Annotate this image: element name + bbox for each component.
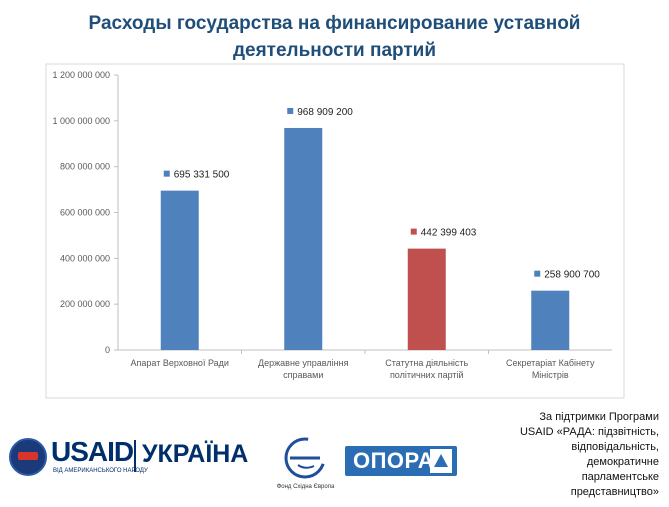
support-text-line: USAID «РАДА: підзвітність, [519, 426, 659, 438]
chart-area-border [45, 63, 625, 399]
usaid-wordmark: USAID [51, 436, 134, 467]
x-tick-label: Державне управління [258, 358, 349, 368]
east-europe-foundation-logo: Фонд Східна Європа [268, 430, 343, 500]
y-tick-label: 200 000 000 [60, 299, 110, 309]
chart-title-line-2: деятельности партий [232, 40, 437, 61]
chart-title: Расходы государства на финансирование ус… [0, 10, 669, 64]
y-tick-label: 1 000 000 000 [52, 116, 110, 126]
data-label-marker [534, 270, 541, 277]
opora-wordmark: ОПОРА [353, 448, 435, 473]
x-axis: Апарат Верховної Ради Державне управління… [118, 349, 612, 380]
data-label-marker [287, 107, 294, 114]
support-text-line: демократичне [586, 456, 659, 468]
usaid-divider [134, 440, 136, 472]
y-axis: 0 200 000 000 400 000 000 600 000 000 800 00… [52, 70, 119, 355]
y-tick-label: 600 000 000 [60, 208, 110, 218]
support-text-line: парламентське [581, 471, 659, 483]
x-tick-label: Апарат Верховної Ради [131, 358, 229, 368]
x-tick-label: Міністрів [532, 370, 569, 380]
bar [531, 290, 570, 350]
usaid-seal-icon [9, 438, 47, 476]
x-tick-label: Секретаріат Кабінету [506, 358, 595, 368]
opora-logo: ОПОРА [345, 446, 457, 476]
data-label: 968 909 200 [297, 107, 353, 118]
data-label: 695 331 500 [174, 170, 230, 181]
data-labels: 695 331 500 968 909 200 442 399 403 258 900… [163, 107, 600, 281]
support-text-line: представництво» [570, 486, 659, 498]
x-tick-label: справами [283, 370, 323, 380]
y-tick-label: 1 200 000 000 [52, 70, 110, 80]
y-tick-label: 0 [105, 345, 110, 355]
usaid-country: УКРАЇНА [142, 440, 249, 468]
support-text-line: відповідальність, [571, 441, 659, 453]
chart-title-line-1: Расходы государства на финансирование ус… [88, 13, 581, 34]
support-text: За підтримки Програми USAID «РАДА: підзві… [459, 410, 659, 500]
usaid-logo: USAID ВІД АМЕРИКАНСЬКОГО НАРОДУ УКРАЇНА [9, 436, 248, 480]
x-tick-label: Статутна діяльність [385, 358, 468, 368]
usaid-subtitle: ВІД АМЕРИКАНСЬКОГО НАРОДУ [53, 468, 148, 474]
data-label: 258 900 700 [544, 270, 600, 281]
east-europe-foundation-caption: Фонд Східна Європа [276, 484, 335, 490]
bar [407, 248, 446, 350]
y-tick-label: 400 000 000 [60, 253, 110, 263]
bar-chart: 0 200 000 000 400 000 000 600 000 000 800 00… [45, 63, 625, 399]
data-label: 442 399 403 [421, 228, 477, 239]
support-text-line: За підтримки Програми [539, 411, 659, 423]
bar [284, 127, 323, 350]
y-tick-label: 800 000 000 [60, 162, 110, 172]
east-europe-foundation-icon [284, 437, 328, 479]
bar [160, 190, 199, 350]
data-label-marker [410, 228, 417, 235]
data-label-marker [163, 170, 170, 177]
bars [160, 127, 570, 350]
footer: USAID ВІД АМЕРИКАНСЬКОГО НАРОДУ УКРАЇНА … [0, 410, 669, 507]
x-tick-label: політичних партій [390, 370, 464, 380]
opora-triangle-icon [430, 449, 452, 473]
